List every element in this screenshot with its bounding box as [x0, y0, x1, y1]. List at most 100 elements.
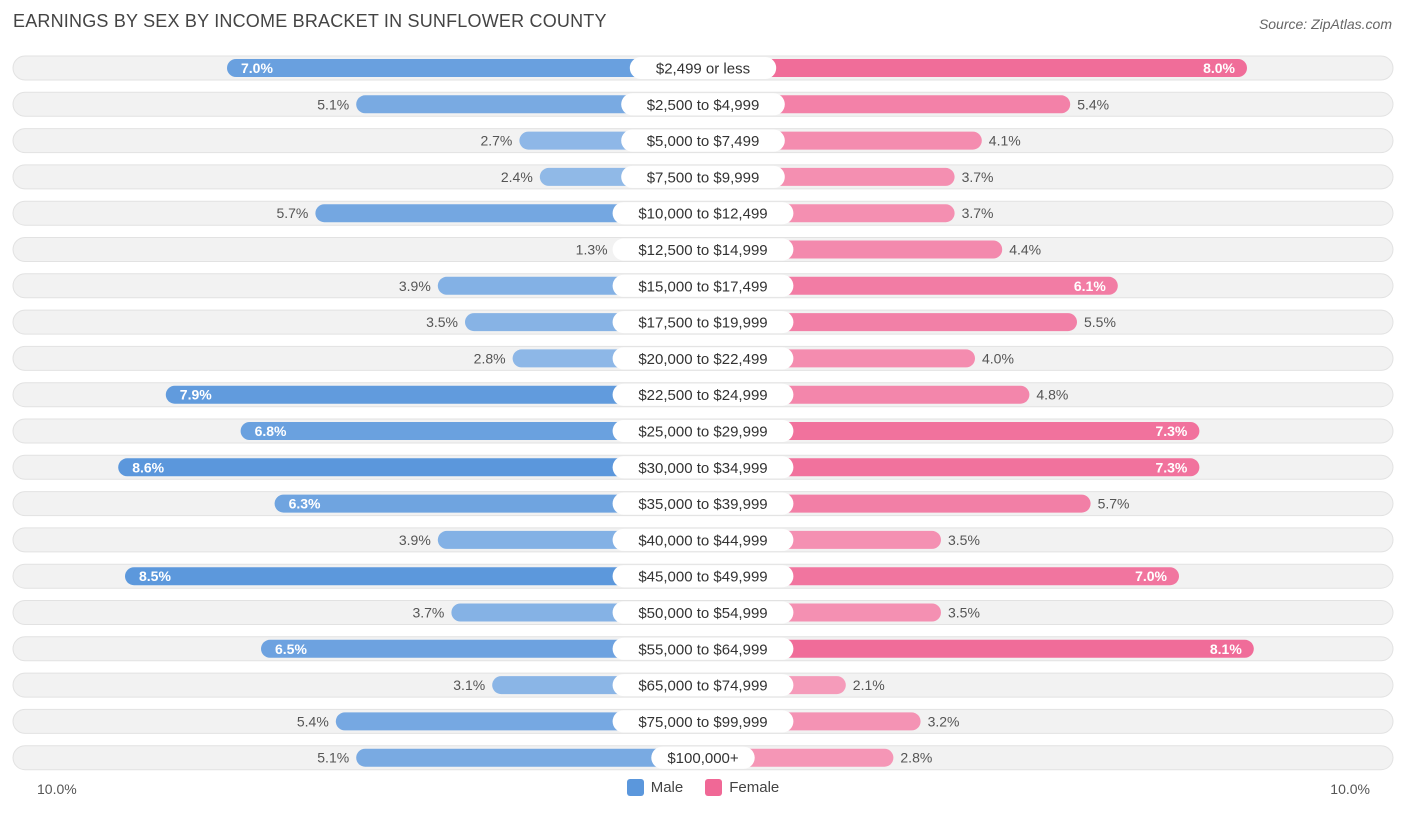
category-label-background — [612, 311, 794, 334]
category-label: $45,000 to $49,999 — [638, 569, 767, 586]
bar-male — [261, 639, 703, 658]
source-label: Source: ZipAtlas.com — [1258, 16, 1392, 32]
category-label-background — [612, 674, 794, 697]
category-label: $17,500 to $19,999 — [638, 315, 767, 332]
legend-label-male: Male — [650, 779, 684, 796]
bar-male — [356, 748, 703, 767]
value-label-male: 2.4% — [501, 169, 533, 185]
value-label-female: 7.3% — [1155, 423, 1187, 439]
bar-female — [703, 59, 1247, 77]
bar-female — [703, 567, 1179, 586]
bar-male — [125, 567, 703, 586]
category-label: $55,000 to $64,999 — [638, 641, 767, 658]
value-label-female: 2.8% — [900, 750, 932, 766]
value-label-male: 7.9% — [180, 387, 212, 403]
value-label-male: 8.5% — [139, 568, 171, 584]
category-label: $20,000 to $22,499 — [638, 351, 767, 368]
category-label-background — [612, 420, 794, 442]
bar-female — [703, 458, 1200, 477]
bar-male — [315, 204, 703, 223]
value-label-male: 3.9% — [399, 278, 431, 294]
category-label: $100,000+ — [667, 750, 739, 767]
value-label-female: 4.0% — [982, 350, 1014, 366]
value-label-female: 3.5% — [948, 605, 980, 621]
axis-left-label: 10.0% — [37, 781, 77, 797]
value-label-male: 3.9% — [399, 532, 431, 548]
category-label-background — [612, 274, 794, 297]
category-label: $22,500 to $24,999 — [638, 387, 767, 404]
category-label-background — [612, 238, 794, 261]
value-label-female: 4.4% — [1009, 242, 1041, 258]
category-label: $50,000 to $54,999 — [638, 605, 767, 622]
value-label-female: 8.1% — [1210, 641, 1242, 657]
category-label: $12,500 to $14,999 — [638, 242, 767, 259]
value-label-male: 3.7% — [412, 605, 444, 621]
category-label-background — [612, 492, 794, 515]
value-label-female: 5.4% — [1077, 96, 1109, 112]
value-label-male: 5.7% — [276, 205, 308, 221]
category-label: $40,000 to $44,999 — [638, 532, 767, 549]
value-label-male: 3.5% — [426, 314, 458, 330]
category-label-background — [612, 565, 794, 588]
category-label-background — [612, 202, 794, 225]
value-label-female: 7.3% — [1155, 459, 1187, 475]
value-label-female: 3.5% — [948, 532, 980, 548]
legend: Male Female — [0, 779, 1406, 796]
bar-male — [165, 385, 704, 404]
category-label: $15,000 to $17,499 — [638, 278, 767, 295]
bar-female — [703, 422, 1200, 440]
value-label-female: 3.2% — [928, 713, 960, 729]
category-label: $75,000 to $99,999 — [638, 714, 767, 731]
value-label-male: 6.8% — [255, 423, 287, 439]
category-label-background — [612, 383, 794, 406]
legend-swatch-male — [626, 779, 644, 796]
value-label-female: 4.1% — [989, 133, 1021, 149]
value-label-male: 1.3% — [576, 242, 608, 258]
value-label-female: 2.1% — [853, 677, 885, 693]
legend-item-male[interactable]: Male — [626, 779, 684, 796]
value-label-female: 5.5% — [1084, 314, 1116, 330]
bar-male — [227, 59, 703, 77]
category-label-background — [612, 347, 794, 370]
axis-right-label: 10.0% — [1330, 781, 1370, 797]
bar-male — [240, 422, 703, 440]
category-label-background — [612, 710, 794, 733]
value-label-male: 5.4% — [297, 713, 329, 729]
legend-swatch-female — [705, 779, 723, 796]
chart-title: EARNINGS BY SEX BY INCOME BRACKET IN SUN… — [13, 11, 607, 31]
value-label-female: 3.7% — [962, 205, 994, 221]
category-label: $7,500 to $9,999 — [647, 169, 760, 186]
category-label: $35,000 to $39,999 — [638, 496, 767, 513]
category-label: $65,000 to $74,999 — [638, 678, 767, 695]
bar-male — [356, 95, 703, 114]
value-label-male: 6.3% — [289, 496, 321, 512]
category-label: $5,000 to $7,499 — [647, 133, 760, 150]
value-label-female: 5.7% — [1098, 496, 1130, 512]
category-label: $30,000 to $34,999 — [638, 460, 767, 477]
value-label-female: 8.0% — [1203, 60, 1235, 76]
category-label-background — [621, 93, 785, 116]
category-label: $10,000 to $12,499 — [638, 206, 767, 223]
category-label-background — [621, 129, 785, 152]
bar-female — [703, 494, 1091, 513]
value-label-male: 3.1% — [453, 677, 485, 693]
category-label-background — [629, 57, 777, 79]
legend-item-female[interactable]: Female — [705, 779, 779, 796]
category-label-background — [651, 746, 755, 769]
legend-label-female: Female — [729, 779, 780, 796]
bar-female — [703, 95, 1071, 114]
value-label-male: 2.7% — [480, 133, 512, 149]
value-label-male: 6.5% — [275, 641, 307, 657]
value-label-male: 8.6% — [132, 459, 164, 475]
category-label: $2,500 to $4,999 — [647, 97, 760, 114]
category-label-background — [612, 456, 794, 479]
bar-female — [703, 276, 1118, 295]
category-label: $2,499 or less — [656, 61, 750, 78]
bar-male — [118, 458, 703, 477]
category-label: $25,000 to $29,999 — [638, 424, 767, 441]
category-label-background — [612, 601, 794, 624]
value-label-female: 3.7% — [962, 169, 994, 185]
category-label-background — [612, 637, 794, 660]
value-label-female: 4.8% — [1036, 387, 1068, 403]
